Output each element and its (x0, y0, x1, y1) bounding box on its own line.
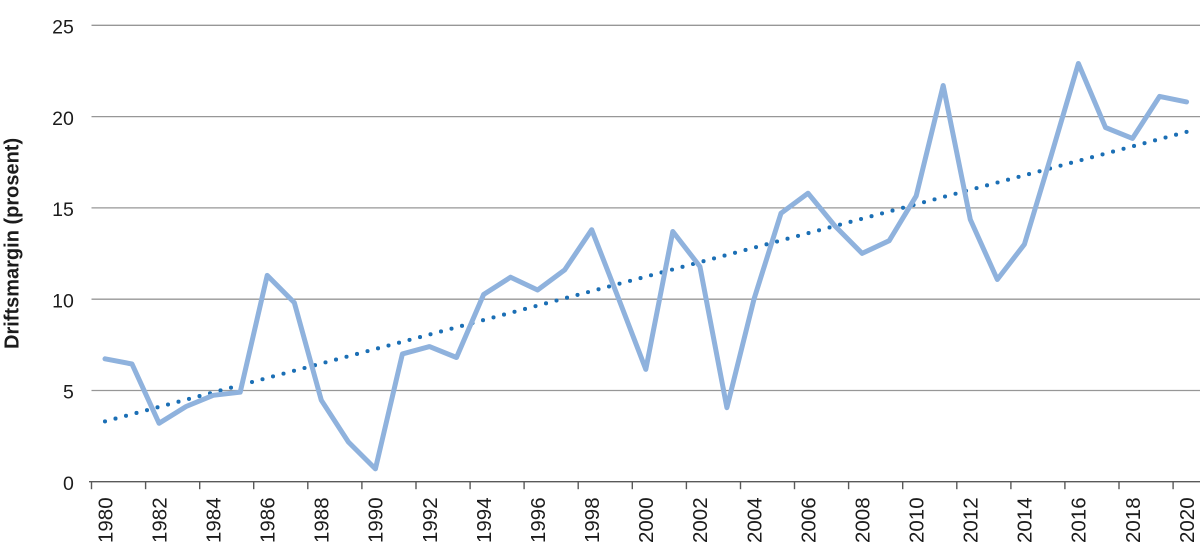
svg-text:20: 20 (52, 108, 74, 130)
svg-text:2010: 2010 (906, 497, 929, 543)
svg-text:25: 25 (52, 17, 74, 39)
svg-text:10: 10 (52, 290, 74, 312)
svg-text:15: 15 (52, 199, 74, 221)
svg-text:1980: 1980 (94, 497, 117, 543)
svg-text:2020: 2020 (1176, 497, 1199, 543)
svg-text:1994: 1994 (473, 497, 496, 543)
svg-text:1986: 1986 (257, 497, 280, 543)
svg-text:1982: 1982 (148, 497, 171, 543)
svg-text:1998: 1998 (581, 497, 604, 543)
svg-text:2014: 2014 (1014, 497, 1037, 543)
svg-text:1996: 1996 (527, 497, 550, 543)
svg-text:1984: 1984 (203, 497, 226, 543)
svg-text:2012: 2012 (960, 497, 983, 543)
svg-text:1992: 1992 (419, 497, 442, 543)
svg-text:5: 5 (63, 382, 74, 404)
svg-text:2006: 2006 (797, 497, 820, 543)
svg-text:2018: 2018 (1122, 497, 1145, 543)
svg-text:Driftsmargin (prosent): Driftsmargin (prosent) (2, 138, 24, 349)
svg-text:2016: 2016 (1068, 497, 1091, 543)
svg-text:2000: 2000 (635, 497, 658, 543)
svg-text:2008: 2008 (851, 497, 874, 543)
svg-text:1990: 1990 (365, 497, 388, 543)
svg-text:2002: 2002 (689, 497, 712, 543)
svg-text:1988: 1988 (311, 497, 334, 543)
svg-text:2004: 2004 (743, 497, 766, 543)
svg-text:0: 0 (63, 473, 74, 495)
